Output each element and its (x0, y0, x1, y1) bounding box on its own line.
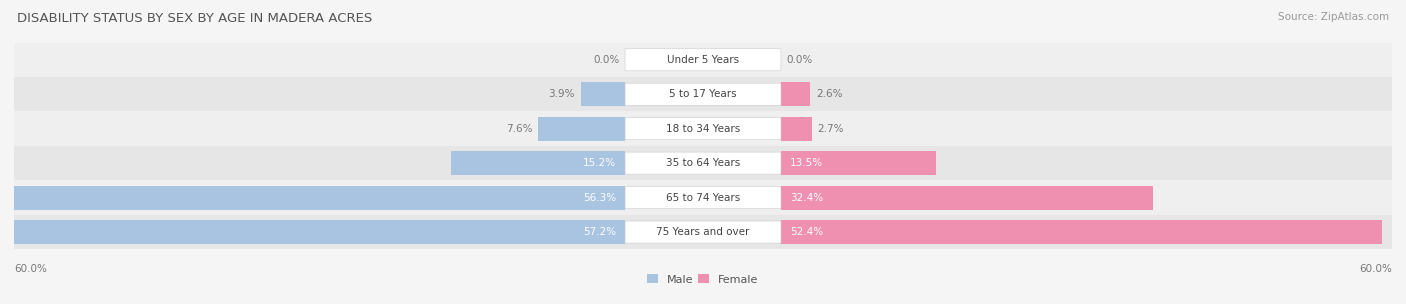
Text: Under 5 Years: Under 5 Years (666, 55, 740, 65)
Text: 5 to 17 Years: 5 to 17 Years (669, 89, 737, 99)
Text: 18 to 34 Years: 18 to 34 Years (666, 124, 740, 134)
Bar (581, 82, 626, 106)
Text: 65 to 74 Years: 65 to 74 Years (666, 193, 740, 202)
Text: 2.6%: 2.6% (815, 89, 842, 99)
Text: 7.6%: 7.6% (506, 124, 533, 134)
FancyBboxPatch shape (14, 146, 1392, 180)
FancyBboxPatch shape (626, 152, 780, 174)
Text: 32.4%: 32.4% (790, 193, 823, 202)
Text: 56.3%: 56.3% (583, 193, 616, 202)
FancyBboxPatch shape (14, 215, 1392, 249)
Text: 60.0%: 60.0% (14, 264, 46, 274)
Text: 75 Years and over: 75 Years and over (657, 227, 749, 237)
Text: 60.0%: 60.0% (1360, 264, 1392, 274)
Text: 3.9%: 3.9% (548, 89, 575, 99)
FancyBboxPatch shape (14, 180, 1392, 215)
Text: 0.0%: 0.0% (593, 55, 620, 65)
FancyBboxPatch shape (14, 112, 1392, 146)
FancyBboxPatch shape (626, 49, 780, 71)
Bar (780, 151, 935, 175)
Text: 57.2%: 57.2% (583, 227, 616, 237)
FancyBboxPatch shape (626, 118, 780, 140)
Legend: Male, Female: Male, Female (643, 270, 763, 289)
Text: 35 to 64 Years: 35 to 64 Years (666, 158, 740, 168)
Bar (780, 82, 810, 106)
Bar (0, 220, 626, 244)
Bar (780, 117, 811, 141)
FancyBboxPatch shape (626, 187, 780, 209)
Bar (538, 117, 626, 141)
Text: 2.7%: 2.7% (817, 124, 844, 134)
Text: DISABILITY STATUS BY SEX BY AGE IN MADERA ACRES: DISABILITY STATUS BY SEX BY AGE IN MADER… (17, 12, 373, 25)
Text: 13.5%: 13.5% (790, 158, 823, 168)
Bar (451, 151, 626, 175)
FancyBboxPatch shape (14, 43, 1392, 77)
Text: 0.0%: 0.0% (786, 55, 813, 65)
FancyBboxPatch shape (626, 83, 780, 105)
FancyBboxPatch shape (14, 77, 1392, 112)
Text: Source: ZipAtlas.com: Source: ZipAtlas.com (1278, 12, 1389, 22)
Bar (0, 185, 626, 210)
Text: 15.2%: 15.2% (583, 158, 616, 168)
Bar (780, 220, 1382, 244)
FancyBboxPatch shape (626, 221, 780, 243)
Text: 52.4%: 52.4% (790, 227, 823, 237)
Bar (780, 185, 1153, 210)
